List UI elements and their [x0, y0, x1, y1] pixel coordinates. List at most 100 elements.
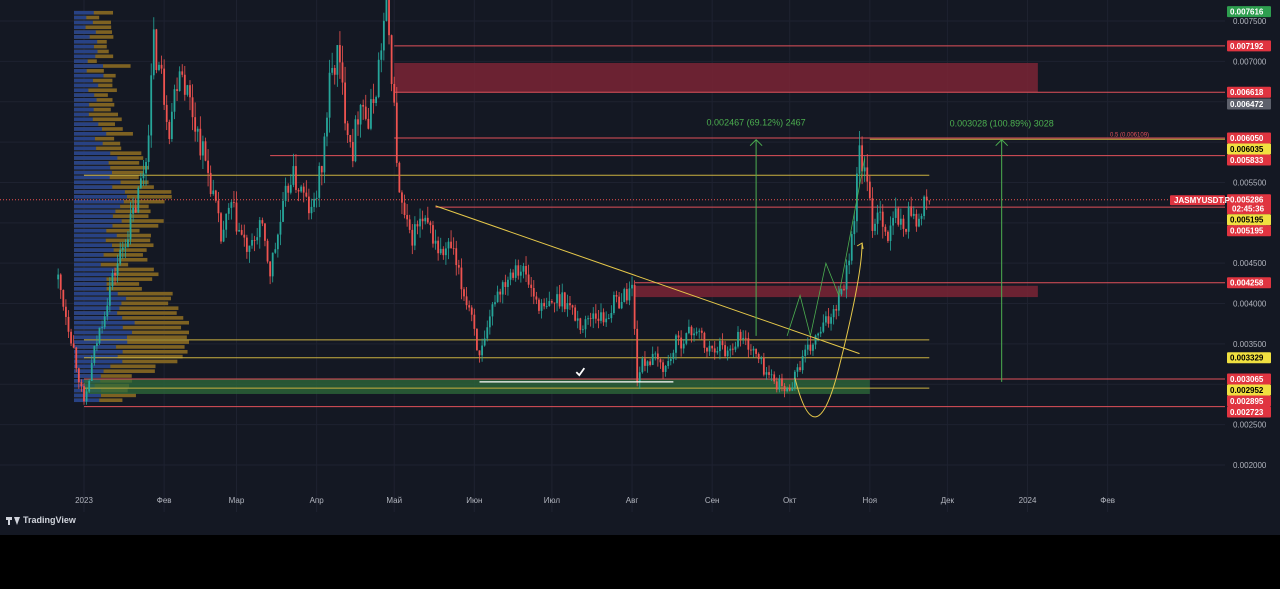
price-tag-label: 0.002895 — [1230, 397, 1264, 406]
candle-body — [899, 218, 902, 225]
time-tick-label: Фев — [157, 496, 172, 505]
candle-body — [664, 365, 667, 372]
candle-body — [191, 97, 194, 118]
candle-body — [850, 234, 853, 261]
candle-body — [127, 239, 129, 248]
candle-body — [737, 331, 739, 347]
candle-body — [145, 161, 147, 174]
candle-body — [57, 274, 60, 280]
candle-body — [258, 220, 261, 238]
candle-body — [716, 351, 719, 353]
candle-body — [582, 329, 584, 331]
candle-body — [687, 326, 690, 334]
candle-body — [525, 266, 527, 275]
price-chart[interactable]: 0.002467 (69.12%) 2467 0.003028 (100.89%)… — [0, 0, 1280, 535]
candle-body — [243, 234, 246, 238]
candle-body — [139, 178, 142, 188]
candle-body — [331, 67, 334, 73]
candle-body — [770, 374, 773, 376]
candle-body — [132, 207, 135, 214]
candle-body — [230, 202, 233, 208]
chart-area[interactable]: 0.002467 (69.12%) 2467 0.003028 (100.89%)… — [0, 0, 1280, 535]
candle-body — [739, 331, 742, 340]
candle-body — [757, 353, 760, 360]
candle-body — [840, 289, 843, 295]
volume-bar-sell — [74, 374, 132, 378]
price-tag-label: 0.006472 — [1230, 100, 1264, 109]
volume-bar-buy — [74, 151, 111, 155]
candle-body — [659, 359, 662, 363]
candle-body — [827, 316, 830, 324]
candle-body — [395, 102, 398, 163]
measure-label: 0.003028 (100.89%) 3028 — [950, 119, 1054, 129]
candle-body — [483, 338, 486, 346]
volume-bar-sell — [74, 238, 151, 243]
tradingview-brand[interactable]: TradingView — [6, 515, 76, 525]
candle-body — [295, 166, 297, 190]
candle-body — [452, 248, 455, 250]
volume-bar-buy — [74, 175, 110, 180]
candle-body — [214, 190, 217, 201]
candle-body — [923, 196, 926, 216]
candle-body — [845, 265, 848, 290]
volume-bar-buy — [74, 20, 93, 25]
candle-body — [607, 318, 610, 319]
candle-body — [155, 29, 158, 71]
volume-bar-buy — [74, 39, 98, 44]
candle-body — [196, 128, 199, 132]
candle-body — [212, 190, 215, 194]
candle-body — [75, 347, 78, 369]
candle-body — [251, 239, 253, 246]
candle-body — [158, 64, 160, 71]
volume-bar-sell — [74, 325, 182, 330]
candle-body — [868, 181, 871, 199]
volume-bar-buy — [74, 354, 118, 359]
candle-body — [824, 316, 827, 323]
candle-body — [341, 62, 344, 83]
candle-body — [762, 357, 765, 375]
bottom-bar — [0, 535, 1280, 589]
candle-body — [669, 358, 672, 362]
candle-body — [287, 185, 290, 193]
volume-bar-buy — [74, 132, 107, 136]
candle-body — [628, 288, 631, 301]
candle-body — [874, 223, 876, 231]
candle-body — [72, 343, 75, 348]
candle-body — [675, 335, 677, 353]
candle-body — [150, 75, 153, 136]
price-tick-label: 0.002000 — [1233, 461, 1267, 470]
candle-body — [419, 218, 421, 227]
price-tag — [1227, 214, 1271, 226]
volume-bar-buy — [74, 10, 94, 15]
candle-body — [633, 284, 636, 329]
volume-bar-buy — [74, 107, 94, 112]
candle-body — [147, 135, 150, 162]
candle-body — [755, 348, 757, 354]
candle-body — [401, 192, 403, 203]
candle-body — [768, 372, 770, 375]
trendline — [435, 205, 860, 355]
candle-body — [605, 318, 608, 323]
candle-body — [271, 252, 274, 277]
candle-body — [199, 128, 202, 156]
candle-body — [403, 202, 406, 216]
volume-bar-buy — [74, 93, 95, 97]
volume-bar-sell — [74, 224, 159, 228]
price-tag — [1227, 132, 1271, 144]
volume-bar-buy — [74, 190, 125, 194]
candle-body — [587, 318, 589, 320]
candle-body — [861, 145, 863, 172]
candle-body — [328, 72, 331, 118]
candle-body — [512, 272, 515, 278]
volume-bar-sell — [74, 78, 113, 83]
candle-body — [571, 305, 574, 308]
volume-bar-sell — [74, 102, 115, 107]
candle-body — [364, 106, 367, 119]
volume-bar-buy — [74, 291, 118, 296]
candle-body — [439, 248, 442, 254]
price-tag — [1227, 277, 1271, 289]
volume-bar-buy — [74, 359, 123, 364]
candle-body — [804, 349, 807, 356]
candle-body — [269, 261, 272, 277]
candle-body — [579, 318, 582, 330]
